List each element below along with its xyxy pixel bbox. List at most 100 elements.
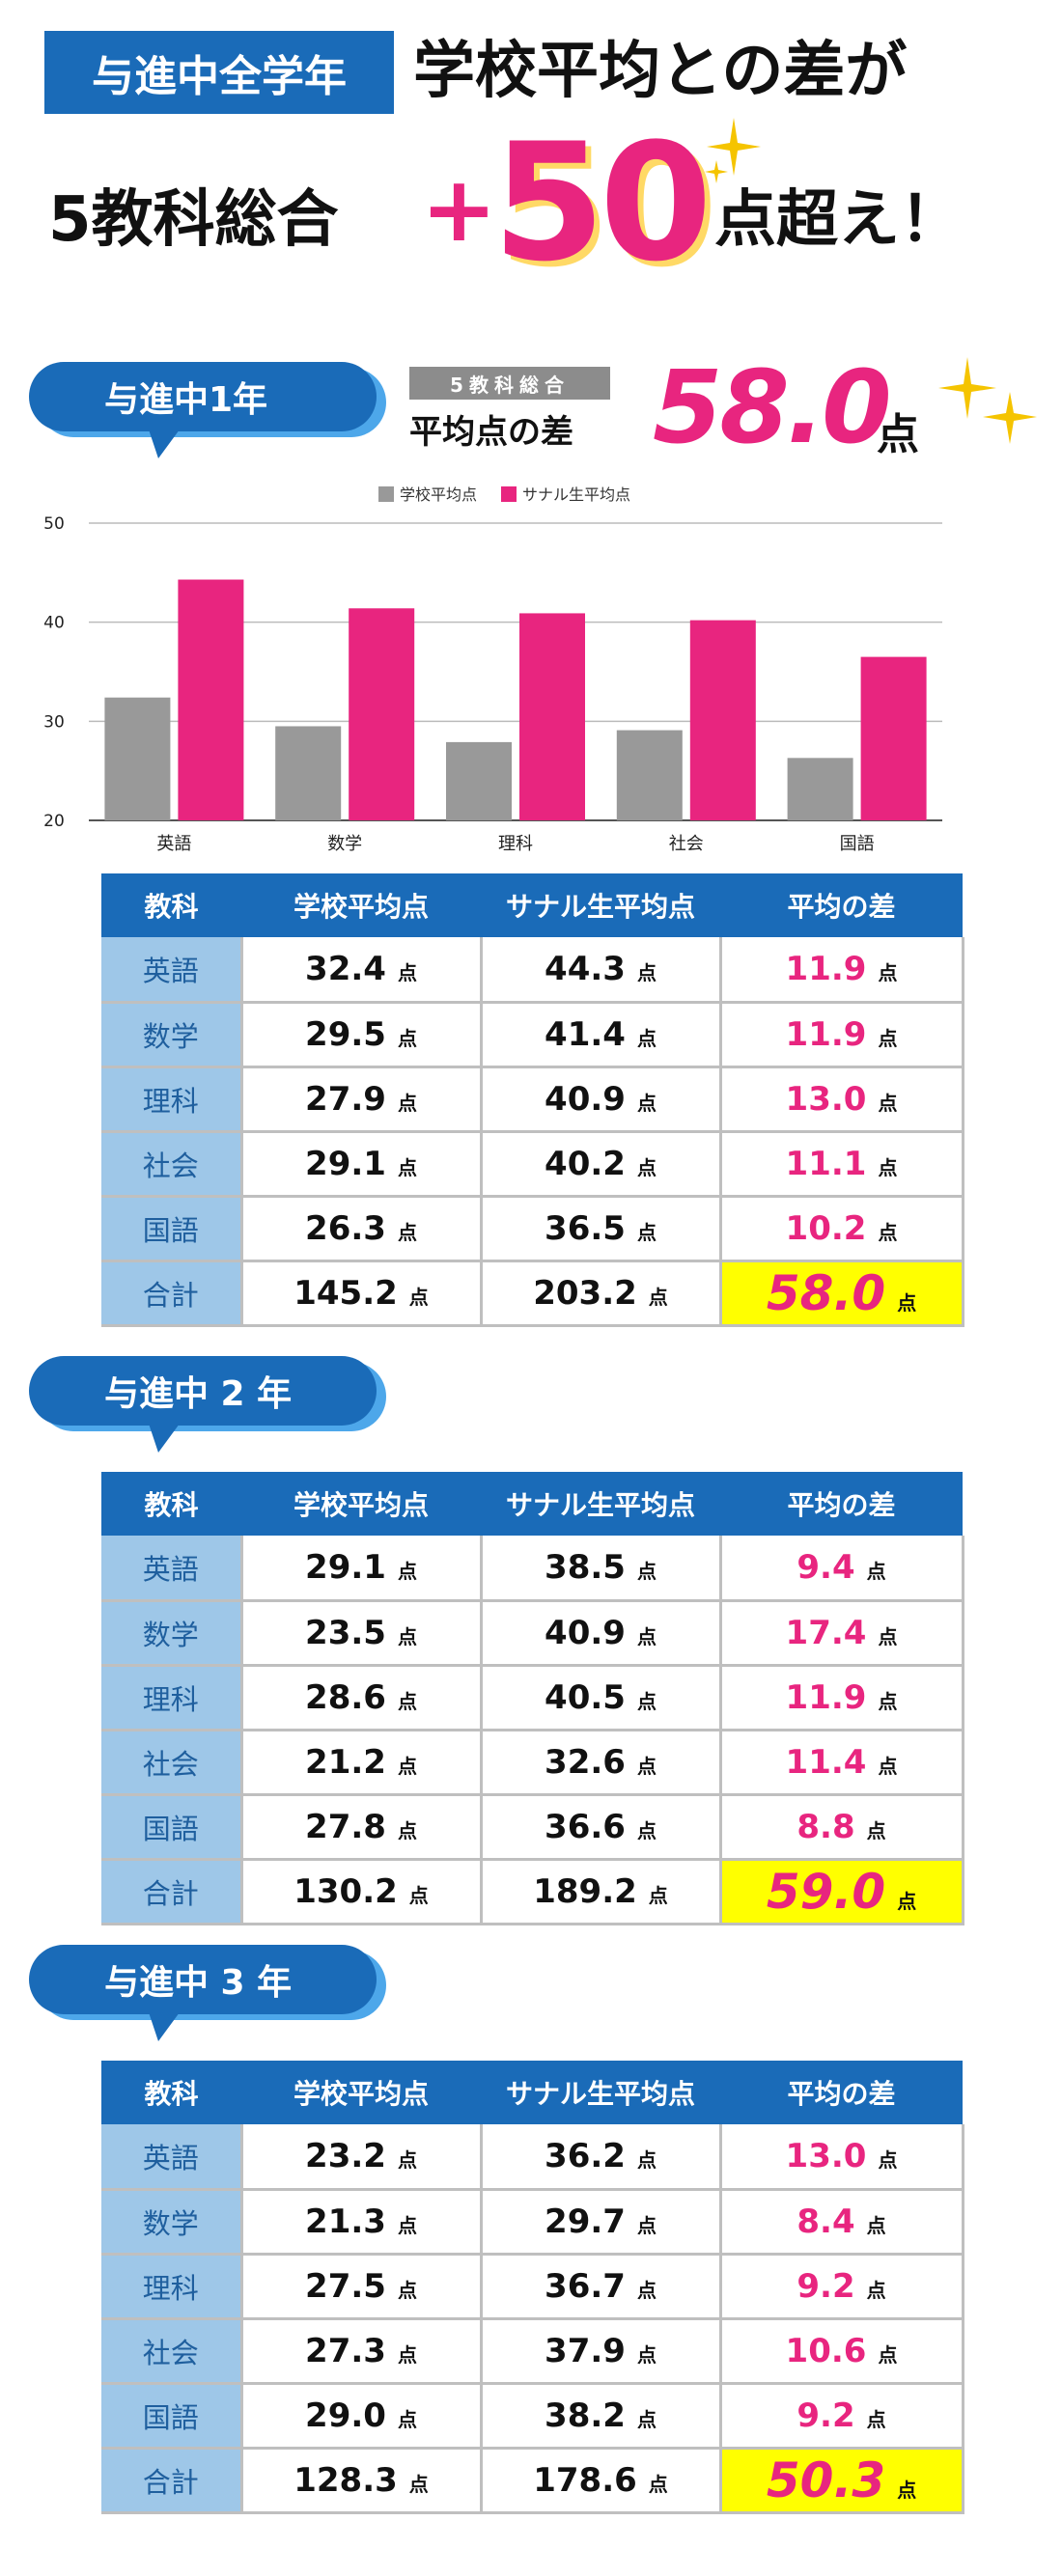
difference-cell: 8.4 点	[720, 2189, 964, 2256]
unit-label: 点	[636, 1220, 657, 1244]
table-row: 数学 23.5 点 40.9 点 17.4 点	[101, 1600, 964, 1667]
school-average-cell: 29.5 点	[241, 1002, 483, 1068]
school-average-cell: 27.8 点	[241, 1794, 483, 1861]
unit-label: 点	[897, 1290, 917, 1315]
cell-value: 27.3	[305, 2331, 386, 2370]
cell-value: 32.6	[545, 1742, 626, 1782]
cell-value: 28.6	[305, 1677, 386, 1717]
sanaru-average-cell: 44.3 点	[481, 937, 722, 1004]
cell-value: 27.8	[305, 1807, 386, 1846]
cell-value: 合計	[142, 1278, 199, 1312]
difference-cell: 17.4 点	[720, 1600, 964, 1667]
cell-value: 21.3	[305, 2202, 386, 2241]
x-tick-label: 国語	[840, 834, 875, 854]
column-header: 平均の差	[720, 1472, 963, 1536]
table-row: 国語 29.0 点 38.2 点 9.2 点	[101, 2383, 964, 2450]
cell-value: 10.6	[785, 2331, 867, 2370]
unit-label: 点	[636, 2407, 657, 2431]
unit-label: 点	[897, 2478, 917, 2502]
legend-label: 学校平均点	[400, 485, 477, 504]
cell-value: 英語	[142, 1552, 199, 1586]
cell-value: 9.4	[796, 1547, 855, 1587]
cell-value: 17.4	[785, 1613, 867, 1652]
cell-value: 32.4	[305, 949, 386, 988]
cell-value: 145.2	[293, 1273, 398, 1313]
sanaru-average-cell: 36.7 点	[481, 2254, 722, 2320]
cell-value: 社会	[142, 2336, 199, 2369]
year-2-title: 与進中 2 年	[29, 1356, 377, 1426]
summary-label: 平均点の差	[409, 413, 573, 452]
unit-label: 点	[636, 2213, 657, 2237]
difference-cell: 11.9 点	[720, 937, 964, 1004]
unit-label: 点	[878, 2342, 898, 2367]
unit-label: 点	[397, 1026, 417, 1050]
column-header: 平均の差	[720, 2061, 963, 2124]
y-tick-label: 30	[43, 712, 65, 732]
legend-swatch	[501, 486, 517, 502]
header-suffix: 点超え！	[714, 184, 962, 256]
column-header: 教科	[101, 1472, 241, 1536]
cell-value: 数学	[142, 1618, 199, 1651]
table-row: 数学 29.5 点 41.4 点 11.9 点	[101, 1002, 964, 1068]
unit-label: 点	[878, 1026, 898, 1050]
column-header: サナル生平均点	[481, 2061, 720, 2124]
cell-value: 41.4	[545, 1014, 626, 1054]
table-header-row: 教科 学校平均点 サナル生平均点 平均の差	[101, 2061, 963, 2124]
school-average-cell: 26.3 点	[241, 1196, 483, 1262]
sparkle-icon	[938, 357, 1037, 444]
cell-value: 8.8	[796, 1807, 855, 1846]
school-average-cell: 27.9 点	[241, 1066, 483, 1133]
unit-label: 点	[408, 1883, 429, 1907]
column-header: 学校平均点	[241, 1472, 481, 1536]
unit-label: 点	[648, 2472, 668, 2496]
unit-label: 点	[636, 1559, 657, 1583]
unit-label: 点	[636, 960, 657, 984]
unit-label: 点	[397, 1220, 417, 1244]
cell-value: 44.3	[545, 949, 626, 988]
year-2-table: 教科 学校平均点 サナル生平均点 平均の差 英語 29.1 点 38.5 点 9.4 点数学 23.5…	[101, 1472, 964, 1925]
y-tick-label: 50	[43, 514, 65, 534]
school-average-cell: 23.2 点	[241, 2124, 483, 2191]
table-row: 国語 26.3 点 36.5 点 10.2 点	[101, 1196, 964, 1262]
table-header-row: 教科 学校平均点 サナル生平均点 平均の差	[101, 1472, 963, 1536]
cell-value: 50.3	[766, 2451, 886, 2508]
sanaru-average-cell: 32.6 点	[481, 1730, 722, 1796]
table-row: 理科 28.6 点 40.5 点 11.9 点	[101, 1665, 964, 1731]
cell-value: 130.2	[293, 1871, 398, 1911]
sanaru-average-cell: 40.9 点	[481, 1066, 722, 1133]
total-row: 合計 128.3 点 178.6 点 50.3 点	[101, 2448, 964, 2514]
unit-label: 点	[397, 2342, 417, 2367]
x-tick-label: 理科	[498, 834, 533, 854]
unit-label: 点	[397, 1624, 417, 1648]
school-average-cell: 27.5 点	[241, 2254, 483, 2320]
table-row: 英語 32.4 点 44.3 点 11.9 点	[101, 937, 964, 1004]
unit-label: 点	[636, 2278, 657, 2302]
year-1-table: 教科 学校平均点 サナル生平均点 平均の差 英語 32.4 点 44.3 点 11.9 点数学 29.…	[101, 873, 964, 1327]
subject-cell: 理科	[101, 2254, 243, 2320]
cell-value: 36.7	[545, 2266, 626, 2306]
difference-cell: 13.0 点	[720, 1066, 964, 1133]
cell-value: 59.0	[766, 1863, 886, 1920]
column-header: 教科	[101, 2061, 241, 2124]
school-average-bar	[104, 697, 171, 820]
unit-label: 点	[397, 2213, 417, 2237]
unit-label: 点	[636, 1155, 657, 1179]
total-row: 合計 130.2 点 189.2 点 59.0 点	[101, 1859, 964, 1925]
sanaru-average-cell: 178.6 点	[481, 2448, 722, 2514]
subject-cell: 合計	[101, 1859, 243, 1925]
difference-cell: 10.6 点	[720, 2318, 964, 2385]
cell-value: 38.5	[545, 1547, 626, 1587]
school-average-cell: 130.2 点	[241, 1859, 483, 1925]
cell-value: 37.9	[545, 2331, 626, 2370]
difference-cell: 59.0 点	[720, 1859, 964, 1925]
unit-label: 点	[878, 960, 898, 984]
unit-label: 点	[878, 1689, 898, 1713]
school-average-bar	[446, 741, 512, 820]
school-average-cell: 32.4 点	[241, 937, 483, 1004]
cell-value: 11.9	[785, 1677, 867, 1717]
cell-value: 40.9	[545, 1613, 626, 1652]
cell-value: 社会	[142, 1747, 199, 1781]
unit-label: 点	[878, 2147, 898, 2172]
subject-cell: 英語	[101, 1536, 243, 1602]
difference-cell: 9.4 点	[720, 1536, 964, 1602]
